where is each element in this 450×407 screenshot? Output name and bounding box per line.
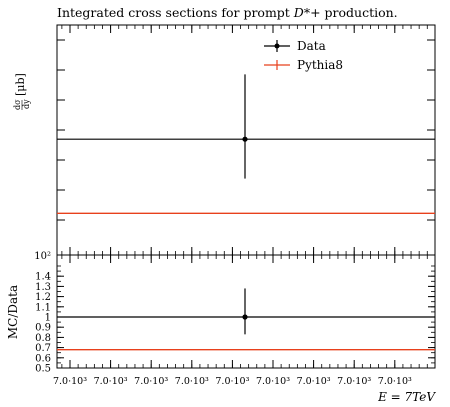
chart-title-star: *+ production. bbox=[304, 5, 398, 20]
x-tick-label: 7.0·10³ bbox=[94, 376, 128, 387]
axis-ticks: 7.0·10³ 7.0·10³ 7.0·10³ 7.0·10³ 7.0·10³ 7.0·1… bbox=[35, 25, 435, 387]
y-axis-label-bottom: MC/Data bbox=[6, 285, 20, 339]
y-tick-label-ratio: 1.4 bbox=[35, 272, 51, 283]
y-axis-label-top-dy: dy bbox=[22, 99, 31, 109]
y-tick-label-ratio: 1 bbox=[45, 313, 51, 324]
y-axis-label-top: dσ dy [μb] bbox=[13, 73, 31, 110]
y-tick-label-ratio: 1.1 bbox=[35, 302, 51, 313]
x-tick-label: 7.0·10³ bbox=[134, 376, 168, 387]
legend: Data Pythia8 bbox=[264, 39, 343, 72]
chart-title-particle: D bbox=[293, 5, 304, 20]
x-tick-label: 7.0·10³ bbox=[175, 376, 209, 387]
y-tick-label-ratio: 0.6 bbox=[35, 353, 51, 364]
y-axis-label-top-unit: [μb] bbox=[14, 73, 27, 96]
chart-title-main: Integrated cross sections for prompt bbox=[57, 5, 294, 20]
y-tick-label-ratio: 0.8 bbox=[35, 333, 51, 344]
y-tick-label-ratio: 0.7 bbox=[35, 343, 51, 354]
x-tick-label: 7.0·10³ bbox=[297, 376, 331, 387]
data-point-top bbox=[242, 136, 248, 142]
y-tick-label-ratio: 0.9 bbox=[35, 323, 51, 334]
legend-data-marker-dot bbox=[274, 43, 280, 49]
x-tick-label: 7.0·10³ bbox=[53, 376, 87, 387]
legend-data-label: Data bbox=[297, 39, 326, 53]
y-tick-label-ratio: 1.3 bbox=[35, 282, 51, 293]
y-tick-label-ratio: 1.2 bbox=[35, 292, 51, 303]
chart-title: Integrated cross sections for prompt D*+… bbox=[57, 5, 398, 20]
data-point-ratio bbox=[242, 314, 248, 320]
x-tick-label: 7.0·10³ bbox=[256, 376, 290, 387]
x-tick-label: 7.0·10³ bbox=[337, 376, 371, 387]
ratio-top-tick-label: 10² bbox=[34, 251, 51, 262]
x-tick-label: 7.0·10³ bbox=[215, 376, 249, 387]
y-axis-label-top-text: dσ bbox=[13, 99, 22, 110]
x-axis-label: E = 7TeV bbox=[377, 390, 436, 404]
data-marks bbox=[57, 74, 435, 351]
ratio-plot-frame bbox=[56, 254, 436, 369]
y-axis-label-top-dsigma: dσ bbox=[13, 99, 22, 110]
y-tick-label-ratio: 0.5 bbox=[35, 364, 51, 375]
x-tick-label: 7.0·10³ bbox=[378, 376, 412, 387]
legend-pythia-label: Pythia8 bbox=[297, 58, 343, 72]
